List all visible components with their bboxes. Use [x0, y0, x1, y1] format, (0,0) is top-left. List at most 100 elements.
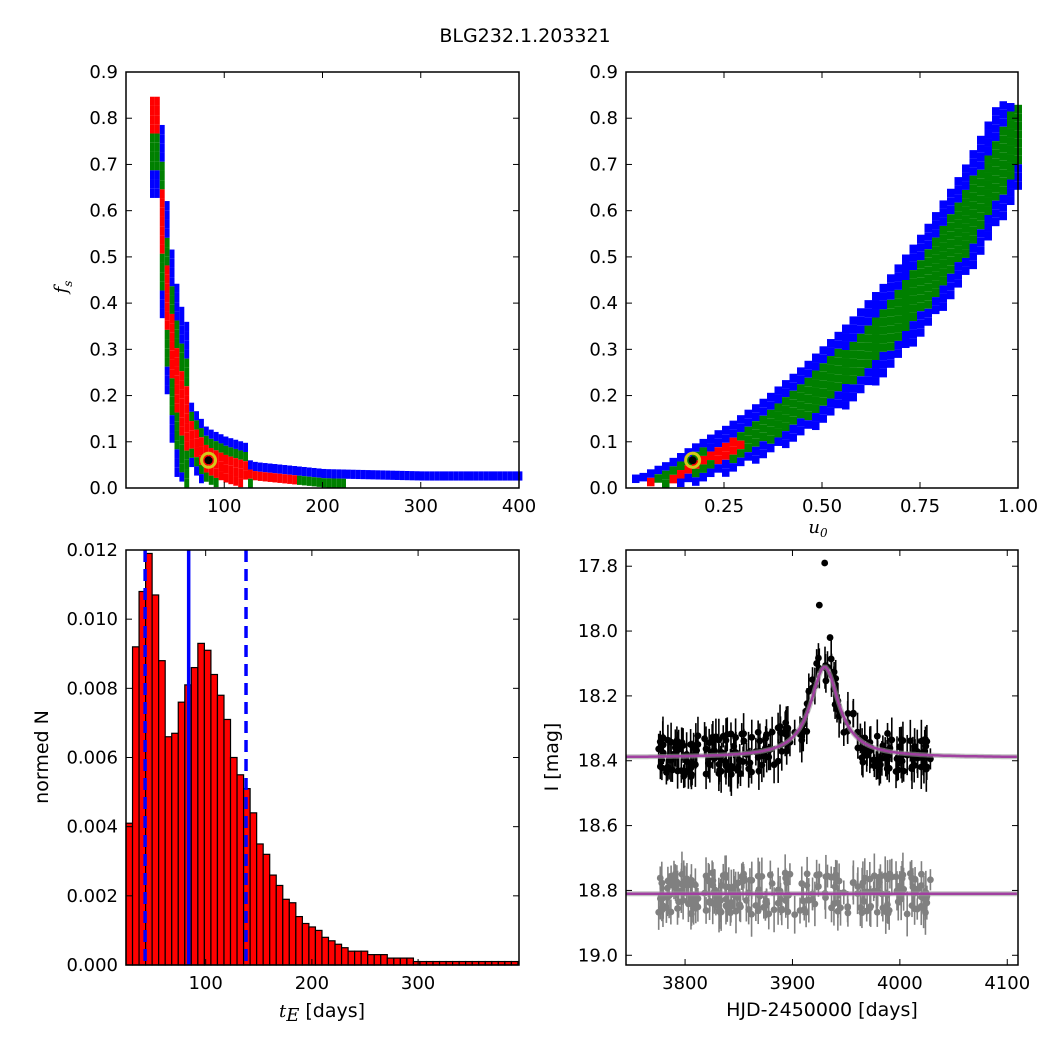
density-cell	[164, 348, 170, 358]
density-cell	[924, 308, 932, 318]
density-cell	[789, 416, 797, 425]
residual-point	[742, 897, 750, 904]
density-cell	[150, 115, 155, 125]
density-cell	[849, 341, 857, 351]
density-cell	[169, 286, 175, 296]
density-cell	[150, 105, 155, 116]
density-cell	[977, 195, 985, 204]
density-cell	[729, 429, 737, 438]
density-cell	[999, 135, 1007, 144]
density-cell	[184, 340, 190, 350]
density-cell	[902, 288, 910, 297]
density-cell	[864, 300, 872, 309]
density-cell	[238, 478, 244, 488]
density-cell	[819, 371, 827, 381]
residual-point	[778, 906, 785, 914]
x-tick-label: 300	[404, 496, 438, 517]
residual-point	[859, 879, 867, 887]
y-tick-label: 0.9	[589, 62, 618, 83]
density-cell	[707, 451, 715, 461]
density-cell	[849, 375, 857, 385]
density-cell	[203, 435, 209, 445]
density-cell	[909, 321, 917, 330]
density-cell	[864, 368, 872, 377]
residual-point	[770, 906, 778, 914]
density-cell	[390, 470, 395, 480]
density-cell	[939, 293, 947, 303]
density-cell	[654, 474, 662, 483]
density-cell	[154, 170, 160, 180]
density-cell	[954, 211, 962, 220]
density-cell	[179, 417, 185, 427]
density-cell	[954, 177, 962, 186]
density-cell	[169, 304, 175, 314]
density-cell	[752, 438, 760, 447]
residual-point	[927, 876, 934, 884]
density-cell	[159, 244, 165, 254]
density-cell	[977, 203, 985, 213]
y-tick-label: 0.000	[66, 955, 118, 976]
density-cell	[311, 467, 317, 478]
density-cell	[992, 200, 1000, 210]
density-cell	[199, 428, 204, 438]
density-cell	[326, 478, 332, 488]
residual-point	[917, 882, 925, 889]
histogram-bar	[314, 929, 323, 966]
density-cell	[150, 96, 155, 106]
density-cell	[159, 207, 165, 217]
x-axis-label: u0	[808, 517, 828, 540]
density-cell	[759, 449, 767, 459]
residual-point	[815, 883, 822, 890]
density-cell	[684, 448, 692, 457]
density-cell	[804, 411, 812, 421]
density-cell	[228, 456, 234, 466]
density-cell	[857, 333, 865, 343]
histogram-bar	[301, 922, 310, 966]
density-cell	[169, 267, 175, 278]
density-cell	[842, 392, 850, 402]
density-cell	[909, 270, 917, 279]
density-cell	[924, 249, 932, 258]
density-cell	[984, 121, 992, 130]
density-cell	[194, 429, 199, 439]
density-cell	[947, 188, 955, 198]
density-cell	[194, 457, 199, 467]
density-cell	[834, 365, 842, 375]
density-cell	[782, 439, 790, 449]
density-cell	[977, 246, 985, 255]
density-cell	[714, 455, 722, 465]
data-point	[694, 732, 702, 740]
y-tick-label: 18.4	[578, 751, 618, 772]
density-cell	[969, 150, 977, 159]
density-cell	[947, 214, 955, 223]
density-cell	[834, 391, 842, 400]
histogram-bar	[373, 954, 382, 966]
histogram-bar	[229, 756, 238, 966]
residual-point	[877, 873, 884, 880]
density-cell	[174, 449, 180, 459]
density-cell	[932, 229, 940, 238]
density-cell	[677, 470, 685, 479]
density-cell	[154, 179, 160, 189]
density-cell	[909, 312, 917, 322]
density-cell	[969, 243, 977, 253]
density-cell	[311, 477, 317, 487]
density-cell	[999, 194, 1007, 204]
density-cell	[737, 449, 745, 458]
residual-point	[870, 872, 878, 880]
x-tick-label: 4100	[984, 973, 1030, 994]
residual-point	[705, 877, 713, 885]
density-cell	[872, 334, 880, 344]
density-cell	[169, 323, 175, 333]
density-cell	[306, 467, 312, 477]
density-cell	[154, 133, 160, 143]
density-cell	[767, 401, 775, 410]
residual-point	[774, 899, 782, 907]
density-cell	[737, 440, 745, 450]
data-point	[883, 765, 891, 773]
residual-point	[668, 881, 676, 889]
density-cell	[164, 329, 170, 340]
data-point	[858, 754, 866, 762]
density-cell	[150, 124, 155, 134]
density-cell	[184, 377, 190, 387]
